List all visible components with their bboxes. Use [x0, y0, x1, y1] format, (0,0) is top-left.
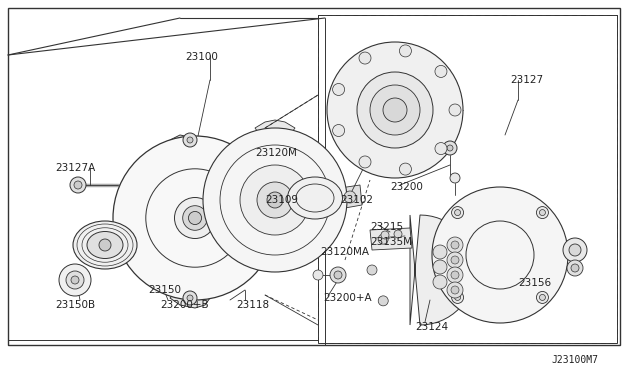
Circle shape	[447, 267, 463, 283]
Polygon shape	[410, 215, 475, 325]
Text: 23156: 23156	[518, 278, 551, 288]
Circle shape	[454, 209, 461, 215]
Circle shape	[451, 286, 459, 294]
Circle shape	[449, 104, 461, 116]
Ellipse shape	[73, 221, 137, 269]
Circle shape	[330, 267, 346, 283]
Circle shape	[383, 98, 407, 122]
Circle shape	[187, 295, 193, 301]
Circle shape	[569, 244, 581, 256]
Circle shape	[70, 177, 86, 193]
Bar	[318, 15, 617, 343]
Text: 23127A: 23127A	[55, 163, 95, 173]
Circle shape	[66, 271, 84, 289]
Circle shape	[378, 234, 388, 244]
Polygon shape	[209, 222, 239, 248]
Text: 23200+A: 23200+A	[323, 293, 372, 303]
Circle shape	[257, 182, 293, 218]
Circle shape	[567, 260, 583, 276]
Text: 23100: 23100	[185, 52, 218, 62]
Text: 23127: 23127	[510, 75, 543, 85]
Circle shape	[344, 191, 356, 203]
Circle shape	[182, 206, 207, 230]
Polygon shape	[170, 135, 210, 148]
Circle shape	[536, 291, 548, 304]
Circle shape	[71, 276, 79, 284]
Ellipse shape	[287, 177, 342, 219]
Circle shape	[447, 282, 463, 298]
Circle shape	[451, 241, 459, 249]
Circle shape	[399, 45, 412, 57]
Circle shape	[433, 275, 447, 289]
Text: 23118: 23118	[236, 300, 269, 310]
Circle shape	[394, 230, 402, 238]
Circle shape	[99, 239, 111, 251]
Circle shape	[451, 256, 459, 264]
Circle shape	[183, 291, 197, 305]
Circle shape	[447, 145, 453, 151]
Circle shape	[113, 136, 277, 300]
Text: 23120MA: 23120MA	[320, 247, 369, 257]
Circle shape	[378, 296, 388, 306]
Circle shape	[450, 173, 460, 183]
Circle shape	[333, 125, 344, 137]
Polygon shape	[170, 292, 210, 308]
Text: 23150: 23150	[148, 285, 181, 295]
Text: 23124: 23124	[415, 322, 448, 332]
Circle shape	[447, 252, 463, 268]
Polygon shape	[187, 171, 203, 197]
Circle shape	[447, 237, 463, 253]
Circle shape	[370, 85, 420, 135]
Text: 23200+B: 23200+B	[160, 300, 209, 310]
Circle shape	[267, 192, 283, 208]
Circle shape	[74, 181, 82, 189]
Circle shape	[313, 270, 323, 280]
Circle shape	[381, 231, 389, 239]
Circle shape	[443, 141, 457, 155]
Circle shape	[188, 211, 202, 225]
Polygon shape	[340, 185, 362, 208]
Text: 23215: 23215	[370, 222, 403, 232]
Ellipse shape	[87, 231, 123, 259]
Circle shape	[187, 137, 193, 143]
Text: 23109: 23109	[265, 195, 298, 205]
Circle shape	[367, 265, 377, 275]
Text: 23200: 23200	[390, 182, 423, 192]
Circle shape	[357, 72, 433, 148]
Circle shape	[451, 271, 459, 279]
Circle shape	[59, 264, 91, 296]
Circle shape	[432, 187, 568, 323]
Polygon shape	[150, 222, 180, 248]
Circle shape	[334, 271, 342, 279]
Polygon shape	[255, 120, 295, 135]
Circle shape	[183, 133, 197, 147]
Circle shape	[540, 294, 545, 301]
Circle shape	[359, 52, 371, 64]
Text: J23100M7: J23100M7	[551, 355, 598, 365]
Circle shape	[571, 264, 579, 272]
Text: 23135M: 23135M	[370, 237, 412, 247]
Circle shape	[399, 163, 412, 175]
Circle shape	[203, 128, 347, 272]
Circle shape	[540, 209, 545, 215]
Circle shape	[333, 83, 344, 96]
Circle shape	[240, 165, 310, 235]
Text: 23120M: 23120M	[255, 148, 297, 158]
Circle shape	[452, 206, 463, 219]
Bar	[318, 15, 617, 343]
Circle shape	[454, 294, 461, 301]
Text: 23102: 23102	[340, 195, 373, 205]
Circle shape	[433, 260, 447, 274]
Circle shape	[327, 42, 463, 178]
Circle shape	[359, 156, 371, 168]
Polygon shape	[370, 228, 412, 250]
Circle shape	[435, 142, 447, 155]
Circle shape	[536, 206, 548, 219]
Circle shape	[175, 198, 216, 238]
Text: 23150B: 23150B	[55, 300, 95, 310]
Circle shape	[563, 238, 587, 262]
Circle shape	[452, 291, 463, 304]
Circle shape	[435, 65, 447, 77]
Circle shape	[433, 245, 447, 259]
